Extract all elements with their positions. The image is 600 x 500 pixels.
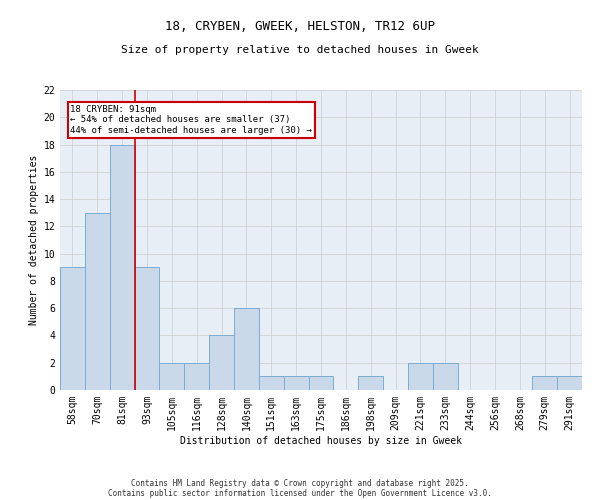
Bar — [284, 376, 308, 390]
Bar — [60, 268, 85, 390]
Text: 18, CRYBEN, GWEEK, HELSTON, TR12 6UP: 18, CRYBEN, GWEEK, HELSTON, TR12 6UP — [165, 20, 435, 33]
Bar — [259, 376, 284, 390]
Bar — [308, 376, 334, 390]
Bar — [532, 376, 557, 390]
Bar — [408, 362, 433, 390]
Text: Size of property relative to detached houses in Gweek: Size of property relative to detached ho… — [121, 45, 479, 55]
Text: Contains public sector information licensed under the Open Government Licence v3: Contains public sector information licen… — [108, 488, 492, 498]
Y-axis label: Number of detached properties: Number of detached properties — [29, 155, 39, 325]
Bar — [85, 212, 110, 390]
Text: 18 CRYBEN: 91sqm
← 54% of detached houses are smaller (37)
44% of semi-detached : 18 CRYBEN: 91sqm ← 54% of detached house… — [70, 105, 313, 135]
Bar — [358, 376, 383, 390]
Bar — [184, 362, 209, 390]
Bar — [433, 362, 458, 390]
Bar — [209, 336, 234, 390]
Bar — [134, 268, 160, 390]
Bar — [110, 144, 134, 390]
Bar — [234, 308, 259, 390]
Bar — [160, 362, 184, 390]
Bar — [557, 376, 582, 390]
Text: Contains HM Land Registry data © Crown copyright and database right 2025.: Contains HM Land Registry data © Crown c… — [131, 478, 469, 488]
X-axis label: Distribution of detached houses by size in Gweek: Distribution of detached houses by size … — [180, 436, 462, 446]
